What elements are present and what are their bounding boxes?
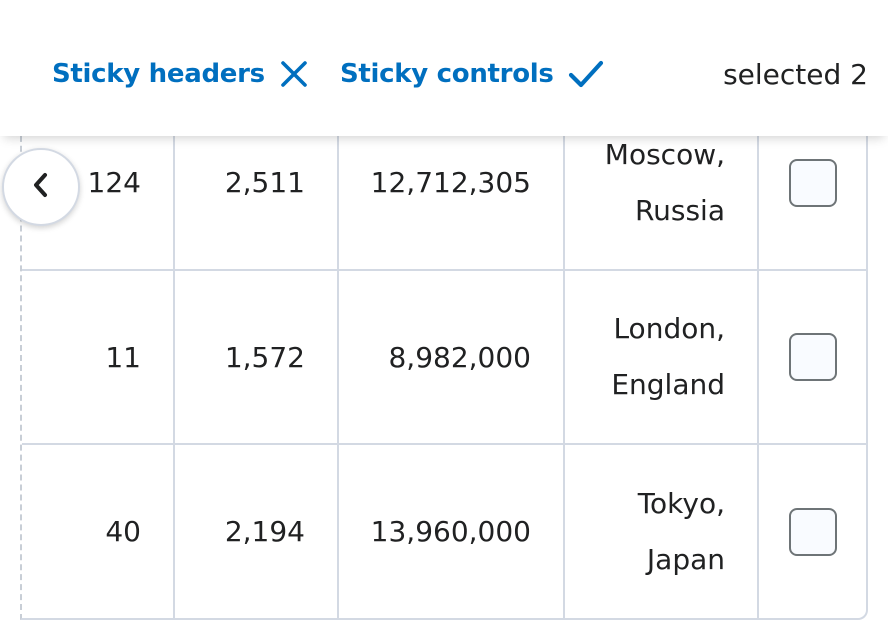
table-cell: 11	[22, 270, 175, 445]
sticky-controls-toggle[interactable]: Sticky controls	[340, 52, 604, 96]
location-cell: London, England	[564, 270, 759, 445]
country-text: Japan	[646, 542, 725, 576]
sticky-controls-bar: Sticky headers Sticky controls selected …	[0, 0, 888, 136]
row-checkbox[interactable]	[788, 333, 837, 381]
city-text: London,	[613, 312, 725, 345]
city-text: Moscow,	[604, 137, 725, 171]
table-cell: 13,960,000	[338, 444, 565, 618]
table-cell: 40	[22, 444, 175, 618]
checkmark-icon	[568, 59, 604, 89]
country-text: Russia	[634, 193, 725, 227]
table-row: 11 1,572 8,982,000 London, England	[22, 270, 866, 445]
table-cell: 1,572	[174, 270, 339, 445]
sticky-headers-toggle[interactable]: Sticky headers	[52, 52, 309, 96]
data-table: 124 2,511 12,712,305 Moscow, Russia 11 1…	[22, 96, 866, 618]
location-cell: Tokyo, Japan	[564, 444, 759, 618]
sticky-headers-label: Sticky headers	[52, 59, 265, 89]
table-cell: 8,982,000	[338, 270, 565, 445]
country-text: England	[611, 368, 725, 401]
row-checkbox[interactable]	[788, 507, 837, 556]
city-text: Tokyo,	[637, 486, 725, 520]
row-checkbox[interactable]	[788, 158, 837, 207]
table-row: 40 2,194 13,960,000 Tokyo, Japan	[22, 444, 866, 618]
data-table-container: 124 2,511 12,712,305 Moscow, Russia 11 1…	[20, 96, 868, 620]
select-cell	[758, 444, 866, 618]
scroll-left-button[interactable]	[2, 148, 80, 226]
select-cell	[758, 270, 866, 445]
chevron-left-icon	[28, 170, 54, 204]
selected-count: selected 2	[723, 57, 868, 91]
x-icon	[279, 59, 309, 89]
sticky-controls-label: Sticky controls	[340, 59, 554, 89]
table-cell: 2,194	[174, 444, 339, 618]
